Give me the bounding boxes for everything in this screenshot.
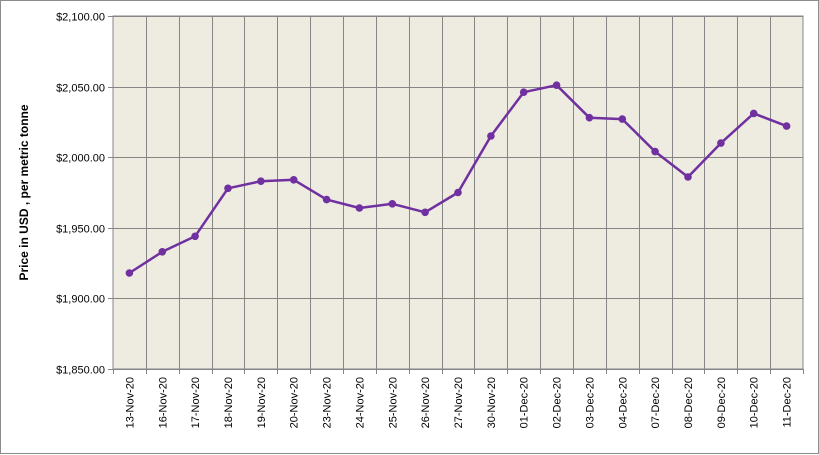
x-tick-label: 26-Nov-20 [420, 377, 432, 428]
x-tick-label: 08-Dec-20 [683, 377, 695, 428]
x-tick-label: 13-Nov-20 [124, 377, 136, 428]
y-axis-label: Price in USD , per metric tonne [17, 104, 31, 280]
x-tick-label: 18-Nov-20 [223, 377, 235, 428]
x-tick-label: 30-Nov-20 [486, 377, 498, 428]
data-point [125, 269, 134, 277]
data-point [322, 195, 331, 204]
x-tick-label: 10-Dec-20 [749, 377, 761, 428]
data-point [618, 115, 627, 123]
data-point [487, 132, 495, 140]
x-tick-label: 11-Dec-20 [782, 377, 794, 428]
data-point [454, 188, 462, 197]
data-point [519, 88, 528, 96]
y-tick-label: $2,000.00 [56, 153, 105, 165]
data-point [585, 113, 594, 122]
y-tick-label: $1,900.00 [56, 294, 105, 306]
data-point [355, 204, 364, 212]
x-tick-label: 20-Nov-20 [289, 377, 301, 428]
data-point [782, 122, 791, 130]
x-tick-label: 07-Dec-20 [650, 377, 662, 428]
data-point [257, 177, 265, 185]
data-point [224, 184, 232, 193]
data-point [388, 200, 397, 208]
data-point [191, 232, 199, 241]
x-tick-label: 04-Dec-20 [617, 377, 629, 428]
gridlines [108, 16, 804, 374]
series-layer [125, 81, 791, 277]
data-point [684, 173, 692, 181]
data-point [749, 109, 758, 118]
x-tick-label: 23-Nov-20 [322, 377, 334, 428]
x-tick-label: 17-Nov-20 [190, 377, 202, 428]
x-tick-label: 16-Nov-20 [157, 377, 169, 428]
x-tick-label: 02-Dec-20 [552, 377, 564, 428]
y-tick-label: $1,850.00 [56, 365, 105, 377]
y-axis-ticks: $1,850.00 $1,900.00 $1,950.00 $2,000.00 $2,0… [56, 12, 105, 377]
data-point [651, 147, 659, 156]
x-tick-label: 01-Dec-20 [519, 377, 531, 428]
y-tick-label: $2,050.00 [56, 83, 105, 95]
data-point [552, 81, 561, 89]
x-tick-label: 03-Dec-20 [584, 377, 596, 428]
x-axis-ticks: 13-Nov-20 16-Nov-20 17-Nov-20 18-Nov-20 19-N… [124, 377, 793, 428]
data-point [421, 208, 429, 217]
x-tick-label: 09-Dec-20 [716, 377, 728, 428]
x-tick-label: 24-Nov-20 [354, 377, 366, 428]
y-tick-label: $2,100.00 [56, 12, 105, 24]
data-point [289, 176, 298, 184]
data-point [158, 248, 167, 256]
data-point [717, 139, 725, 147]
y-tick-label: $1,950.00 [56, 224, 105, 236]
x-tick-label: 19-Nov-20 [256, 377, 268, 428]
x-tick-label: 27-Nov-20 [453, 377, 465, 428]
x-tick-label: 25-Nov-20 [387, 377, 399, 428]
